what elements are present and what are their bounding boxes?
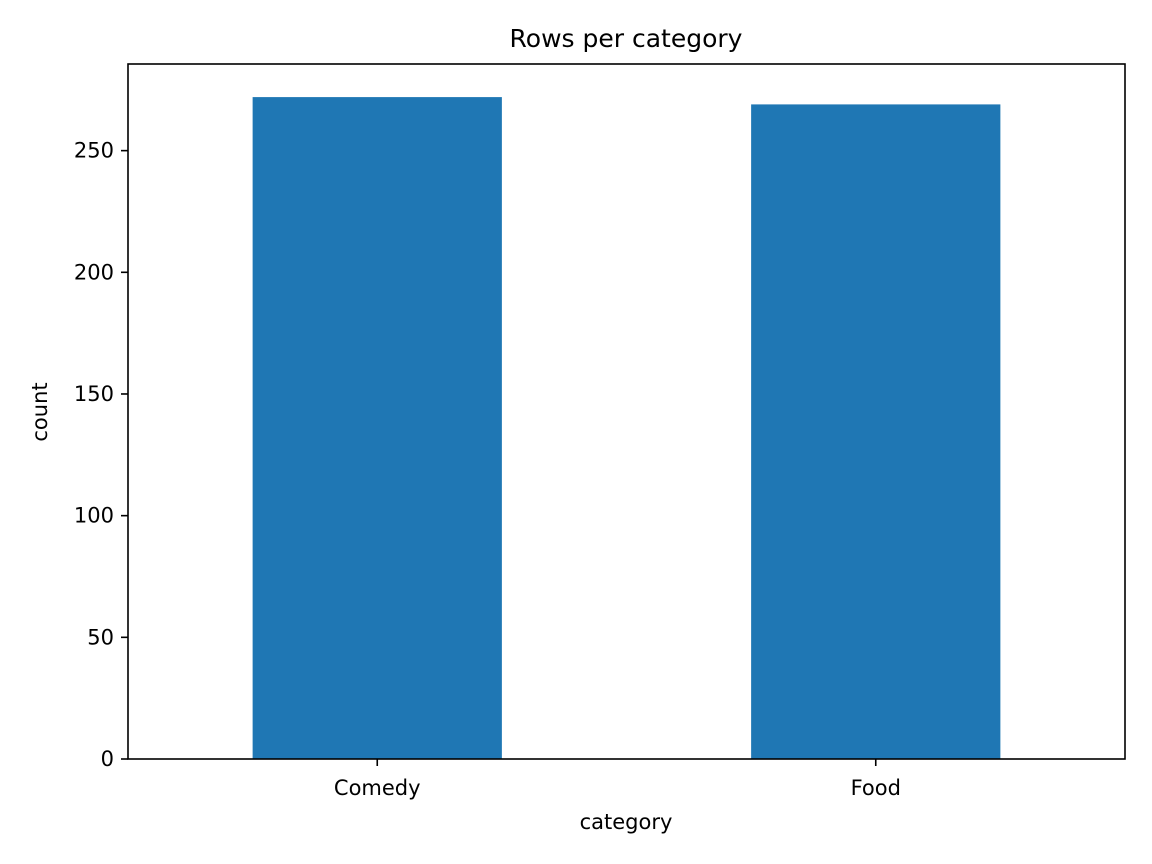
y-tick-label: 200 — [74, 260, 114, 284]
bar-comedy — [252, 97, 502, 760]
x-axis: Comedy Food — [334, 759, 901, 800]
y-tick-label: 250 — [74, 139, 114, 163]
y-axis-label: count — [28, 382, 52, 441]
y-tick-label: 0 — [101, 747, 114, 771]
y-tick-label: 100 — [74, 504, 114, 528]
bars-group — [252, 97, 1001, 760]
y-tick-label: 50 — [87, 625, 114, 649]
chart-title: Rows per category — [510, 24, 743, 53]
x-tick-label: Food — [851, 776, 901, 800]
plot-frame — [127, 63, 1126, 760]
y-tick-label: 150 — [74, 382, 114, 406]
x-tick-label: Comedy — [334, 776, 421, 800]
x-axis-label: category — [580, 810, 673, 834]
bar-food — [751, 104, 1001, 760]
y-axis: 0 50 100 150 200 250 — [74, 139, 128, 771]
